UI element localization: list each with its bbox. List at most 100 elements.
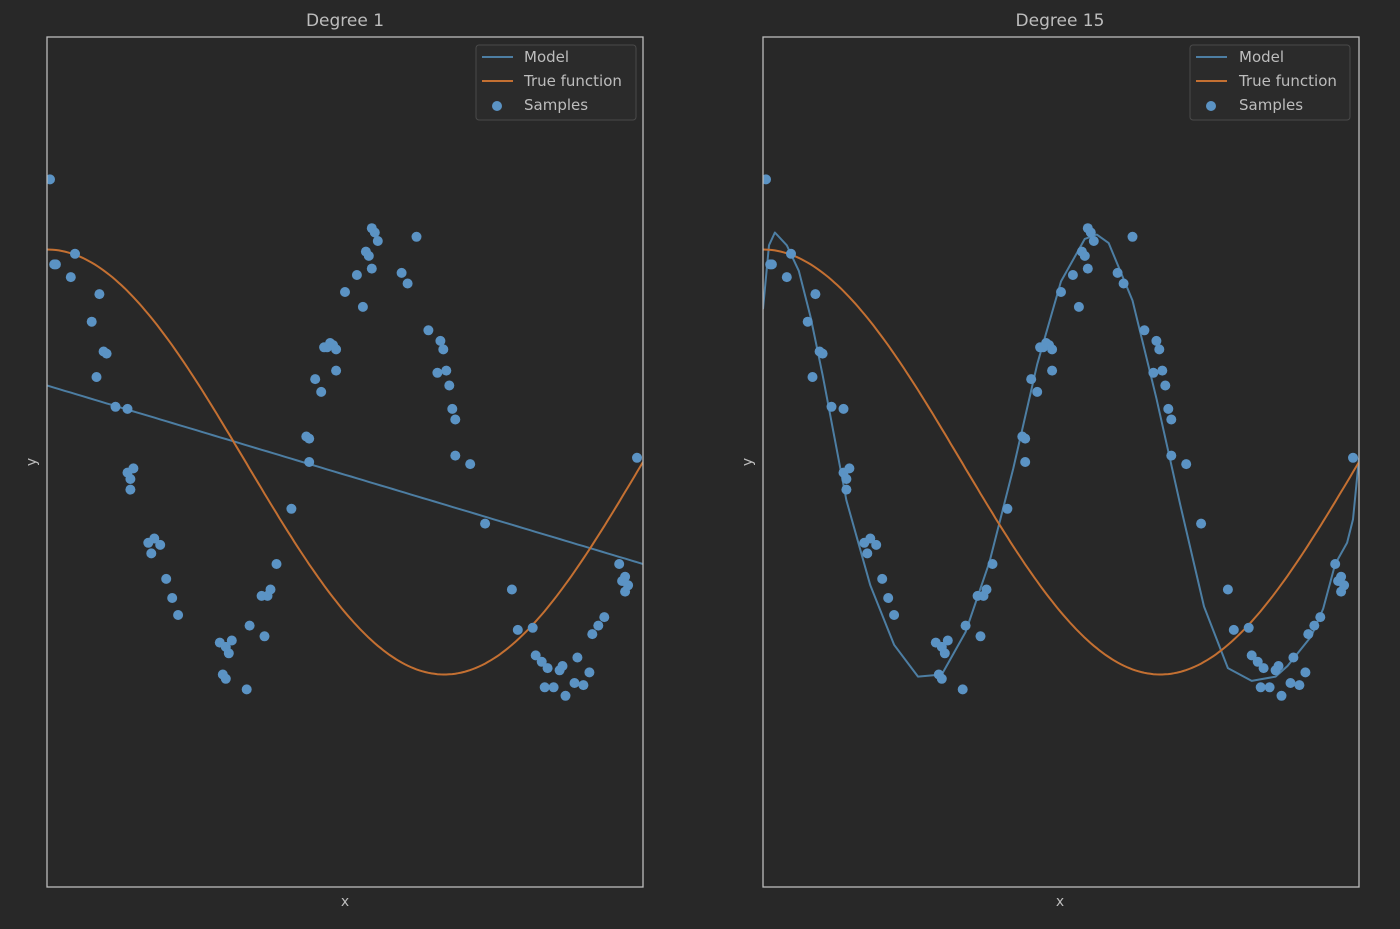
sample-point [161, 573, 172, 584]
sample-point [844, 463, 855, 474]
x-axis-label: x [1056, 894, 1064, 910]
sample-point [862, 548, 873, 559]
sample-point [1148, 367, 1159, 378]
sample-point [369, 227, 380, 238]
sample-point [1303, 629, 1314, 640]
sample-point [548, 682, 559, 693]
sample-point [1196, 518, 1207, 529]
sample-point [763, 174, 771, 185]
sample-point [1336, 571, 1347, 582]
sample-point [786, 248, 796, 259]
sample-point [1079, 250, 1090, 261]
sample-point [838, 403, 849, 414]
sample-point [91, 372, 102, 382]
sample-point [146, 548, 157, 559]
sample-point [1127, 231, 1138, 242]
sample-point [1112, 267, 1123, 278]
sample-point [871, 539, 882, 550]
sample-point [506, 584, 517, 595]
sample-point [614, 559, 625, 569]
legend-samples-swatch [492, 101, 502, 111]
sample-point [438, 344, 449, 355]
sample-point [599, 612, 610, 623]
subplot-degree-15: Degree 15 x y Model True function Sample… [740, 11, 1360, 910]
sample-point [1252, 656, 1263, 667]
sample-point [1026, 374, 1037, 385]
sample-point [936, 673, 947, 684]
sample-point [1288, 652, 1299, 663]
sample-point [584, 667, 595, 678]
sample-point [587, 629, 598, 640]
sample-point [593, 620, 604, 631]
sample-point [1020, 433, 1031, 444]
sample-point [1181, 459, 1192, 470]
sample-point [432, 367, 443, 378]
sample-point [357, 301, 368, 312]
sample-point [560, 690, 571, 701]
x-axis-label: x [341, 894, 349, 910]
sample-point [620, 571, 631, 582]
sample-point [865, 533, 876, 544]
sample-point [480, 518, 491, 529]
sample-point [1264, 682, 1275, 693]
sample-point [259, 631, 270, 642]
sample-point [450, 414, 461, 425]
sample-point [623, 580, 634, 591]
legend: Model True function Samples [1189, 44, 1351, 121]
sample-point [632, 452, 642, 463]
sample-point [1032, 386, 1043, 397]
sample-point [1348, 452, 1358, 463]
sample-point [125, 484, 136, 495]
sample-point [423, 325, 434, 336]
sample-point [1047, 344, 1058, 355]
sample-point [877, 573, 888, 584]
sample-point [1246, 650, 1257, 661]
sample-point [441, 365, 452, 376]
sample-point [70, 248, 80, 259]
sample-point [447, 403, 458, 414]
sample-point [101, 348, 112, 359]
sample-point [987, 559, 998, 569]
true-function-line [47, 248, 643, 676]
sample-point [807, 372, 818, 382]
sample-point [1166, 414, 1177, 425]
legend-samples-label: Samples [1239, 96, 1303, 114]
sample-point [286, 503, 297, 514]
sample-point [223, 648, 234, 659]
sample-point [1157, 365, 1168, 376]
sample-point [841, 484, 852, 495]
sample-point [942, 635, 953, 646]
sample-point [781, 272, 792, 283]
sample-point [271, 559, 282, 569]
sample-point [1258, 663, 1269, 674]
sample-point [1154, 344, 1165, 355]
sample-point [1082, 263, 1093, 274]
sample-point [110, 401, 121, 412]
model-line [47, 384, 643, 565]
sample-point [1285, 678, 1296, 688]
sample-point [1047, 365, 1058, 376]
sample-point [244, 620, 255, 631]
sample-point [149, 533, 160, 544]
sample-point [47, 174, 55, 185]
sample-point [331, 365, 342, 376]
legend-true-function-label: True function [523, 72, 622, 90]
sample-point [1330, 559, 1341, 569]
sample-point [351, 270, 362, 280]
sample-point [396, 267, 407, 278]
sample-point [1294, 680, 1305, 691]
sample-point [366, 263, 377, 274]
sample-point [304, 433, 315, 444]
sample-point [241, 684, 252, 695]
sample-point [569, 678, 580, 688]
sample-point [536, 656, 547, 667]
sample-point [572, 652, 583, 663]
legend-model-label: Model [524, 48, 569, 66]
sample-point [512, 624, 523, 635]
sample-point [86, 316, 97, 327]
sample-point [810, 289, 821, 300]
sample-point [1056, 287, 1066, 297]
legend-true-function-label: True function [1238, 72, 1337, 90]
sample-point [826, 401, 837, 412]
